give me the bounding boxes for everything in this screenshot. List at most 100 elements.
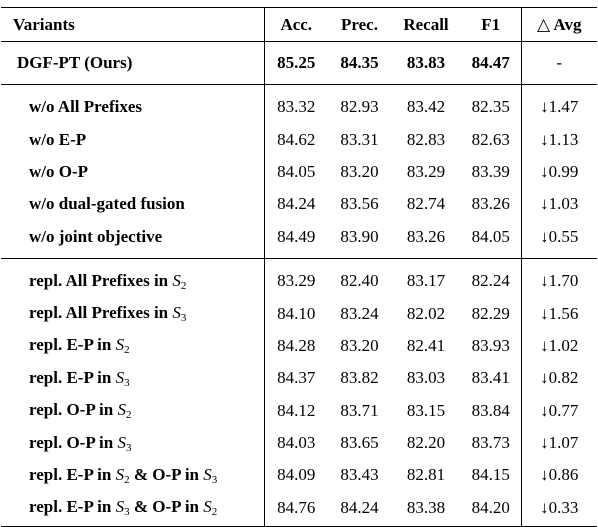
recall-cell: 83.26 bbox=[391, 220, 461, 259]
acc-cell: 84.76 bbox=[264, 491, 328, 527]
f1-cell: 84.15 bbox=[461, 459, 522, 492]
header-f1: F1 bbox=[461, 7, 522, 42]
acc-cell: 84.49 bbox=[264, 220, 328, 259]
avg-cell: ↓1.02 bbox=[540, 335, 579, 355]
variant-label: w/o All Prefixes bbox=[1, 84, 265, 124]
table-row: repl. E-P in S2 & O-P in S3 84.09 83.43 82.… bbox=[1, 459, 597, 492]
table-row: w/o E-P 84.62 83.31 82.83 82.63 ↓1.13 bbox=[1, 123, 597, 156]
f1-cell: 83.41 bbox=[461, 362, 522, 395]
variant-label: repl. O-P in S3 bbox=[1, 426, 265, 460]
recall-cell: 82.81 bbox=[406, 465, 446, 485]
acc-cell: 84.62 bbox=[277, 129, 316, 149]
header-row: Variants Acc. Prec. Recall F1 △ Avg bbox=[1, 7, 597, 42]
table-row: repl. E-P in S2 84.28 83.20 82.41 83.93 ↓1.02 bbox=[1, 329, 597, 363]
header-avg: △ Avg bbox=[521, 7, 597, 42]
table-row: repl. E-P in S3 84.37 83.82 83.03 83.41 ↓0.82 bbox=[1, 362, 597, 395]
header-variants: Variants bbox=[1, 7, 265, 42]
f1-cell: 82.35 bbox=[461, 84, 522, 124]
prec-cell: 83.20 bbox=[340, 161, 379, 181]
f1-cell: 83.84 bbox=[461, 394, 522, 427]
recall-cell: 83.38 bbox=[391, 491, 461, 527]
table-row: w/o O-P 84.05 83.20 83.29 83.39 ↓0.99 bbox=[1, 155, 597, 189]
acc-cell: 84.28 bbox=[277, 335, 316, 355]
avg-cell: ↓0.99 bbox=[540, 161, 579, 181]
avg-cell: ↓1.70 bbox=[540, 271, 579, 291]
ours-acc: 85.25 bbox=[264, 41, 328, 85]
f1-cell: 82.63 bbox=[461, 123, 522, 156]
avg-cell: ↓0.86 bbox=[540, 465, 579, 485]
acc-cell: 84.03 bbox=[277, 433, 316, 453]
recall-cell: 83.15 bbox=[406, 400, 446, 420]
table-row: w/o All Prefixes 83.32 82.93 83.42 82.35 ↓1.4… bbox=[1, 84, 597, 124]
variant-label: repl. E-P in S2 & O-P in S3 bbox=[1, 459, 265, 492]
f1-cell: 82.29 bbox=[461, 297, 522, 330]
recall-cell: 83.29 bbox=[406, 161, 446, 181]
variant-label: w/o joint objective bbox=[1, 220, 265, 259]
f1-cell: 84.05 bbox=[461, 220, 522, 259]
variant-label: repl. E-P in S3 bbox=[1, 362, 265, 395]
f1-cell: 83.26 bbox=[461, 188, 522, 221]
variant-label: repl. E-P in S2 bbox=[1, 329, 265, 363]
avg-cell: ↓0.33 bbox=[521, 491, 597, 527]
header-prec: Prec. bbox=[328, 7, 391, 42]
ablation-table: Variants Acc. Prec. Recall F1 △ Avg DGF-… bbox=[1, 7, 597, 527]
f1-cell: 82.24 bbox=[461, 258, 522, 298]
avg-cell: ↓1.13 bbox=[540, 129, 579, 149]
variant-label: repl. All Prefixes in S3 bbox=[1, 297, 265, 330]
prec-cell: 83.20 bbox=[340, 335, 379, 355]
acc-cell: 83.32 bbox=[277, 97, 316, 117]
recall-cell: 82.83 bbox=[406, 129, 446, 149]
acc-cell: 84.09 bbox=[277, 465, 316, 485]
table-row: repl. All Prefixes in S3 84.10 83.24 82.02 8… bbox=[1, 297, 597, 330]
variant-label: repl. All Prefixes in S2 bbox=[1, 258, 265, 298]
prec-cell: 82.40 bbox=[340, 271, 379, 291]
prec-cell: 83.65 bbox=[340, 433, 379, 453]
acc-cell: 84.10 bbox=[277, 303, 316, 323]
recall-cell: 82.02 bbox=[406, 303, 446, 323]
f1-cell: 83.73 bbox=[461, 426, 522, 460]
avg-cell: ↓1.56 bbox=[540, 303, 579, 323]
variant-label: w/o E-P bbox=[1, 123, 265, 156]
header-recall: Recall bbox=[391, 7, 461, 42]
recall-cell: 83.42 bbox=[406, 97, 446, 117]
header-acc: Acc. bbox=[264, 7, 328, 42]
ours-variant: DGF-PT (Ours) bbox=[1, 41, 265, 85]
variant-label: w/o dual-gated fusion bbox=[1, 188, 265, 221]
prec-cell: 83.56 bbox=[340, 194, 379, 214]
avg-cell: ↓1.47 bbox=[540, 97, 579, 117]
acc-cell: 84.05 bbox=[277, 161, 316, 181]
ours-recall: 83.83 bbox=[391, 41, 461, 85]
variant-label: repl. O-P in S2 bbox=[1, 394, 265, 427]
acc-cell: 83.29 bbox=[277, 271, 316, 291]
prec-cell: 83.82 bbox=[340, 368, 379, 388]
prec-cell: 83.90 bbox=[328, 220, 391, 259]
ours-avg: - bbox=[521, 41, 597, 85]
table-row: repl. O-P in S2 84.12 83.71 83.15 83.84 ↓0.77 bbox=[1, 394, 597, 427]
acc-cell: 84.24 bbox=[277, 194, 316, 214]
acc-cell: 84.12 bbox=[277, 400, 316, 420]
f1-cell: 84.20 bbox=[461, 491, 522, 527]
prec-cell: 82.93 bbox=[340, 97, 379, 117]
table-row: repl. All Prefixes in S2 83.29 82.40 83.17 8… bbox=[1, 258, 597, 298]
table-row: repl. O-P in S3 84.03 83.65 82.20 83.73 ↓1.07 bbox=[1, 426, 597, 460]
ours-prec: 84.35 bbox=[328, 41, 391, 85]
table-row: w/o dual-gated fusion 84.24 83.56 82.74 83.2… bbox=[1, 188, 597, 221]
f1-cell: 83.93 bbox=[461, 329, 522, 363]
table-row: repl. E-P in S3 & O-P in S2 84.76 84.24 83.… bbox=[1, 491, 597, 527]
avg-cell: ↓0.55 bbox=[521, 220, 597, 259]
variant-label: repl. E-P in S3 & O-P in S2 bbox=[1, 491, 265, 527]
prec-cell: 84.24 bbox=[328, 491, 391, 527]
recall-cell: 82.41 bbox=[406, 335, 446, 355]
ours-f1: 84.47 bbox=[461, 41, 522, 85]
table-row: w/o joint objective 84.49 83.90 83.26 84.05 ↓… bbox=[1, 220, 597, 259]
f1-cell: 83.39 bbox=[461, 155, 522, 189]
recall-cell: 82.20 bbox=[406, 433, 446, 453]
prec-cell: 83.24 bbox=[340, 303, 379, 323]
variant-label: w/o O-P bbox=[1, 155, 265, 189]
recall-cell: 83.17 bbox=[406, 271, 446, 291]
avg-cell: ↓1.07 bbox=[540, 433, 579, 453]
acc-cell: 84.37 bbox=[277, 368, 316, 388]
avg-cell: ↓1.03 bbox=[540, 194, 579, 214]
avg-cell: ↓0.82 bbox=[540, 368, 579, 388]
